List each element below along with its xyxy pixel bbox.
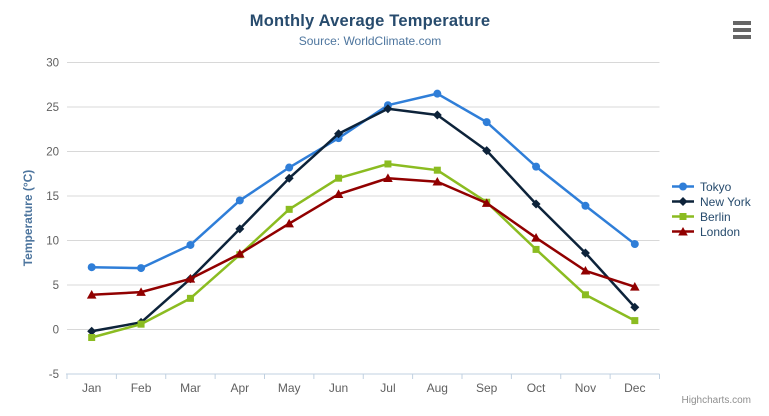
data-point[interactable] — [235, 196, 244, 205]
y-axis-label: 30 — [46, 58, 59, 70]
y-axis-label: 20 — [46, 147, 59, 159]
data-point[interactable] — [285, 163, 294, 172]
data-point[interactable] — [432, 110, 442, 120]
x-axis-label: Apr — [230, 381, 249, 395]
y-axis-label: 10 — [46, 236, 59, 248]
x-axis-label: Oct — [527, 381, 546, 395]
x-axis-label: Mar — [180, 381, 201, 395]
data-point[interactable] — [86, 289, 97, 299]
data-point[interactable] — [335, 174, 343, 182]
data-point[interactable] — [284, 173, 294, 183]
data-point[interactable] — [482, 146, 492, 156]
diamond-legend-marker-icon — [672, 197, 694, 206]
x-axis-label: Feb — [131, 381, 152, 395]
x-axis-label: Jul — [380, 381, 395, 395]
data-point[interactable] — [88, 334, 96, 342]
y-axis-label: 15 — [46, 191, 59, 203]
triangle-legend-marker-icon — [672, 227, 694, 236]
data-point[interactable] — [284, 218, 294, 228]
legend-item-london[interactable]: London — [671, 224, 751, 239]
data-point[interactable] — [531, 233, 541, 242]
chart-subtitle: Source: WorldClimate.com — [298, 34, 442, 48]
credits-link[interactable]: Highcharts.com — [681, 395, 751, 406]
data-point[interactable] — [580, 265, 591, 275]
data-point[interactable] — [137, 264, 146, 273]
y-axis-label: 25 — [46, 102, 59, 114]
data-point[interactable] — [235, 249, 245, 258]
data-point[interactable] — [186, 240, 195, 249]
series-line — [90, 107, 637, 333]
circle-legend-marker-icon — [672, 182, 694, 191]
series-line — [90, 162, 637, 339]
data-point[interactable] — [383, 104, 393, 114]
x-axis-label: May — [278, 381, 301, 395]
data-point[interactable] — [87, 263, 96, 272]
x-axis-label: Nov — [575, 381, 596, 395]
square-legend-marker-icon — [672, 213, 694, 220]
data-point[interactable] — [333, 189, 344, 199]
data-point[interactable] — [581, 291, 589, 299]
data-point[interactable] — [482, 118, 491, 127]
data-point[interactable] — [631, 317, 639, 325]
data-point[interactable] — [285, 205, 293, 213]
data-point[interactable] — [383, 173, 393, 182]
legend-item-new-york[interactable]: New York — [671, 194, 751, 209]
legend-label: Tokyo — [700, 179, 732, 194]
export-menu-button[interactable] — [730, 19, 756, 47]
series-line — [90, 176, 637, 297]
legend: Tokyo New York Berlin London — [671, 179, 751, 239]
legend-label: New York — [700, 194, 751, 209]
data-point[interactable] — [580, 248, 590, 258]
data-point[interactable] — [235, 224, 245, 234]
x-axis-label: Aug — [427, 381, 448, 395]
y-axis-label: 5 — [53, 280, 59, 292]
data-point[interactable] — [481, 198, 492, 207]
data-point[interactable] — [630, 302, 640, 312]
y-axis-label: 0 — [53, 325, 59, 337]
data-point[interactable] — [630, 281, 640, 291]
series-line — [90, 92, 637, 270]
hamburger-menu-icon — [732, 21, 754, 39]
data-point[interactable] — [531, 199, 541, 209]
data-point[interactable] — [185, 273, 196, 283]
data-point[interactable] — [532, 245, 540, 253]
x-axis-label: Sep — [476, 381, 498, 395]
data-point[interactable] — [186, 294, 194, 302]
data-point[interactable] — [433, 166, 441, 174]
data-point[interactable] — [137, 320, 145, 328]
data-point[interactable] — [581, 201, 590, 210]
y-axis-label: -5 — [49, 369, 59, 381]
x-axis-label: Jan — [82, 381, 101, 395]
legend-item-tokyo[interactable]: Tokyo — [671, 179, 751, 194]
chart-title: Monthly Average Temperature — [249, 12, 491, 30]
legend-item-berlin[interactable]: Berlin — [671, 209, 751, 224]
x-axis-label: Dec — [624, 381, 645, 395]
legend-label: Berlin — [700, 209, 731, 224]
x-axis-label: Jun — [329, 381, 348, 395]
data-point[interactable] — [334, 129, 344, 139]
data-point[interactable] — [432, 176, 443, 186]
legend-label: London — [700, 224, 741, 239]
data-point[interactable] — [136, 287, 146, 296]
data-point[interactable] — [630, 240, 639, 249]
data-point[interactable] — [433, 89, 442, 98]
data-point[interactable] — [384, 160, 392, 168]
data-point[interactable] — [87, 326, 97, 336]
data-point[interactable] — [532, 162, 541, 171]
